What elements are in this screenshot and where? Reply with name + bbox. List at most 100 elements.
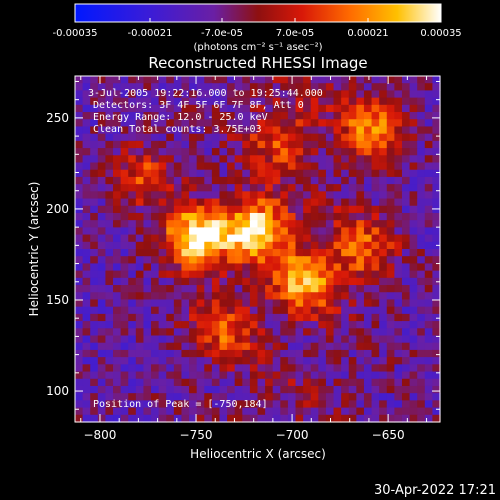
heatmap-cell [158,191,167,200]
heatmap-cell [257,90,266,99]
heatmap-cell [356,119,365,128]
heatmap-cell [363,126,373,135]
heatmap-cell [356,112,365,120]
heatmap-cell [135,112,145,120]
heatmap-cell [90,140,99,149]
heatmap-cell [189,349,198,358]
heatmap-cell [120,321,129,329]
heatmap-cell [158,169,167,178]
x-tick-label: −750 [180,428,213,442]
heatmap-cell [120,212,129,221]
heatmap-cell [371,198,380,207]
heatmap-cell [303,176,312,185]
heatmap-cell [242,112,251,120]
heatmap-cell [348,299,357,308]
heatmap-cell [401,357,411,365]
heatmap-cell [371,263,380,272]
heatmap-cell [409,76,418,84]
heatmap-cell [310,378,319,387]
heatmap-cell [409,104,418,113]
heatmap-cell [318,220,327,228]
heatmap-cell [158,104,167,113]
heatmap-cell [356,191,365,200]
heatmap-cell [196,321,205,329]
heatmap-cell [204,133,213,142]
heatmap-cell [196,220,205,228]
heatmap-cell [371,83,380,92]
heatmap-cell [166,126,175,135]
heatmap-cell [272,328,281,337]
heatmap-cell [303,162,312,171]
heatmap-cell [341,198,350,207]
heatmap-cell [287,234,297,243]
heatmap-cell [394,176,403,185]
heatmap-cell [280,378,289,387]
heatmap-cell [280,162,289,171]
heatmap-cell [401,321,411,329]
heatmap-cell [211,249,221,257]
heatmap-cell [265,321,274,329]
heatmap-cell [409,234,418,243]
heatmap-cell [280,104,289,113]
heatmap-cell [386,97,395,106]
heatmap-cell [189,270,198,279]
heatmap-cell [249,357,259,365]
heatmap-cell [227,83,236,92]
heatmap-cell [173,119,183,128]
heatmap-cell [151,393,160,401]
heatmap-cell [227,176,236,185]
heatmap-cell [189,198,198,207]
heatmap-cell [128,198,137,207]
heatmap-cell [82,234,91,243]
heatmap-cell [417,249,426,257]
heatmap-cell [325,112,335,120]
heatmap-cell [105,328,114,337]
heatmap-cell [82,400,91,409]
heatmap-cell [173,407,183,416]
heatmap-cell [379,234,388,243]
heatmap-cell [356,184,365,192]
heatmap-cell [356,393,365,401]
heatmap-cell [379,321,388,329]
heatmap-cell [401,270,411,279]
heatmap-cell [432,126,441,135]
heatmap-cell [401,140,411,149]
heatmap-cell [401,249,411,257]
heatmap-cell [189,277,198,286]
heatmap-cell [417,292,426,301]
heatmap-cell [303,385,312,394]
heatmap-cell [371,393,380,401]
heatmap-cell [128,364,137,373]
heatmap-cell [211,205,221,214]
heatmap-cell [310,184,319,192]
heatmap-cell [151,306,160,315]
heatmap-cell [318,104,327,113]
heatmap-cell [363,393,373,401]
heatmap-cell [356,234,365,243]
heatmap-cell [401,292,411,301]
heatmap-cell [303,198,312,207]
heatmap-cell [325,277,335,286]
heatmap-cell [257,104,266,113]
heatmap-cell [424,285,433,293]
heatmap-cell [227,220,236,228]
heatmap-cell [158,234,167,243]
heatmap-cell [341,126,350,135]
heatmap-cell [272,169,281,178]
heatmap-cell [287,241,297,250]
heatmap-cell [227,227,236,236]
heatmap-cell [386,227,395,236]
heatmap-cell [204,148,213,156]
heatmap-cell [379,227,388,236]
heatmap-cell [105,270,114,279]
heatmap-cell [105,414,114,423]
heatmap-cell [105,342,114,351]
heatmap-cell [303,112,312,120]
heatmap-cell [219,140,228,149]
heatmap-cell [128,400,137,409]
heatmap-cell [257,371,266,380]
heatmap-cell [371,119,380,128]
heatmap-cell [401,393,411,401]
heatmap-cell [371,104,380,113]
heatmap-cell [128,90,137,99]
